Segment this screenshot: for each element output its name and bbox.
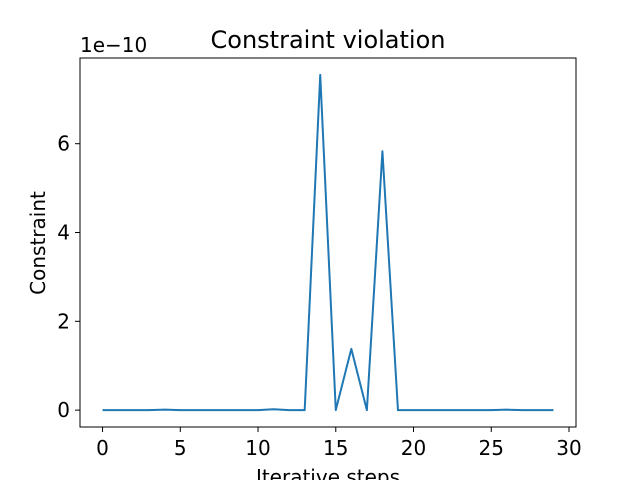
chart-title: Constraint violation xyxy=(211,26,446,54)
x-tick-label: 20 xyxy=(401,436,426,460)
series-layer xyxy=(102,73,554,412)
plot-area-frame xyxy=(79,57,577,428)
y-tick-label: 2 xyxy=(57,309,70,333)
x-tick-label: 10 xyxy=(245,436,270,460)
y-axis-label: Constraint xyxy=(26,191,50,295)
x-axis-label: Iterative steps xyxy=(256,465,400,480)
y-tick-label: 0 xyxy=(57,398,70,422)
x-tick-label: 5 xyxy=(174,436,187,460)
x-tick-label: 15 xyxy=(323,436,348,460)
y-axis-ticks: 0 2 4 6 xyxy=(57,132,80,422)
series-line-0 xyxy=(102,73,554,412)
y-tick-label: 4 xyxy=(57,221,70,245)
y-tick-label: 6 xyxy=(57,132,70,156)
x-tick-label: 30 xyxy=(556,436,581,460)
x-tick-label: 0 xyxy=(96,436,109,460)
y-offset-text: 1e−10 xyxy=(80,33,147,57)
x-axis-ticks: 0 5 10 15 20 25 30 xyxy=(96,427,582,460)
x-tick-label: 25 xyxy=(479,436,504,460)
